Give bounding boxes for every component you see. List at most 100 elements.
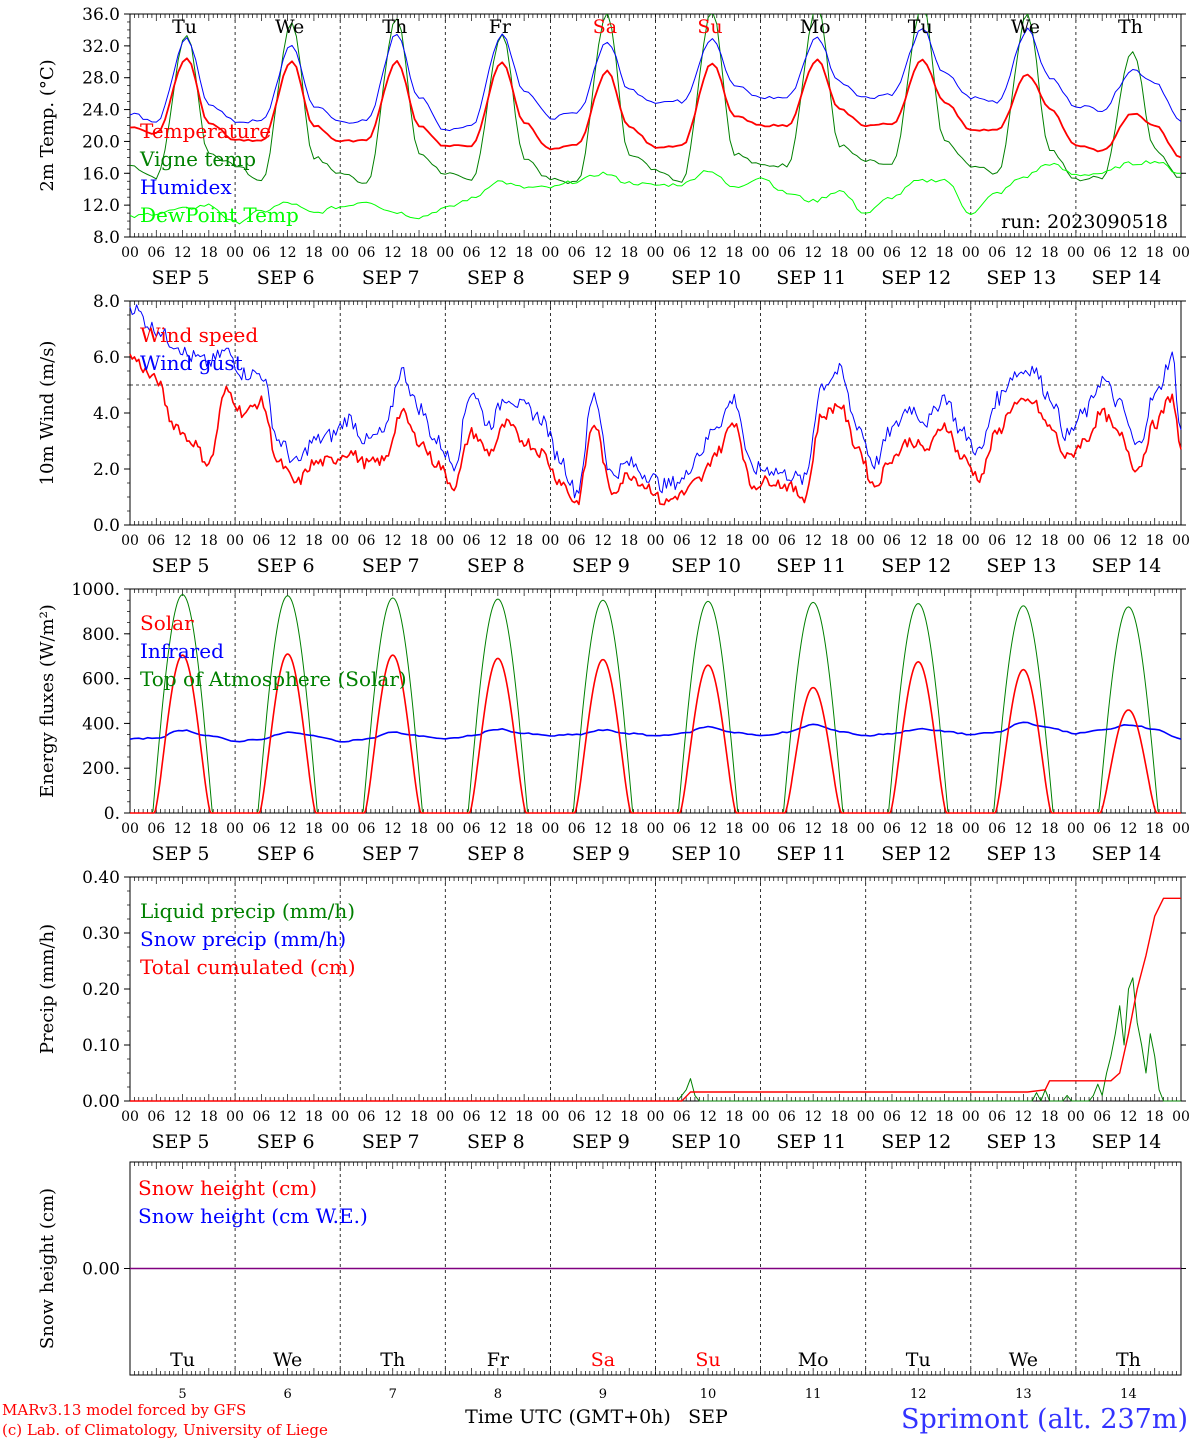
- hour-label: 12: [909, 245, 927, 261]
- hour-label: 00: [647, 821, 665, 837]
- day-name: We: [275, 16, 304, 38]
- hour-label: 06: [1093, 533, 1111, 549]
- day-name: Tu: [908, 16, 933, 38]
- legend: Wind speed Wind gust: [140, 323, 258, 375]
- hour-label: 18: [936, 1109, 954, 1125]
- hour-label: 00: [541, 245, 559, 261]
- y-axis-title: 2m Temp. (°C): [37, 59, 58, 191]
- hour-label: 06: [568, 245, 586, 261]
- hour-label: 00: [331, 533, 349, 549]
- date-label: SEP 13: [986, 555, 1056, 577]
- hour-label: 06: [252, 821, 270, 837]
- date-label: SEP 14: [1092, 1131, 1162, 1153]
- date-label: SEP 5: [152, 267, 210, 289]
- hour-label: 06: [883, 533, 901, 549]
- hour-label: 00: [647, 533, 665, 549]
- hour-label: 06: [988, 821, 1006, 837]
- footer: Time UTC (GMT+0h) SEP MARv3.13 model for…: [2, 1401, 1188, 1439]
- hour-label: 00: [1067, 533, 1085, 549]
- hour-label: 06: [1093, 1109, 1111, 1125]
- hour-label: 18: [620, 821, 638, 837]
- date-label: SEP 9: [572, 1131, 630, 1153]
- hour-label: 18: [305, 1109, 323, 1125]
- date-label: SEP 6: [257, 267, 315, 289]
- series-line: [130, 57, 1181, 159]
- hour-label: 12: [1014, 245, 1032, 261]
- hour-label: 18: [200, 821, 218, 837]
- hour-label: 18: [305, 245, 323, 261]
- hour-label: 12: [594, 245, 612, 261]
- y-tick-label: 0.00: [82, 1092, 120, 1112]
- day-name: Th: [1118, 16, 1143, 38]
- hour-label: 06: [673, 245, 691, 261]
- day-number: 6: [284, 1387, 292, 1402]
- hour-label: 06: [147, 533, 165, 549]
- hour-label: 12: [909, 533, 927, 549]
- bottom-axis-month: SEP: [688, 1406, 728, 1428]
- hour-label: 00: [962, 245, 980, 261]
- day-name: Fr: [487, 1349, 510, 1371]
- hour-label: 00: [857, 245, 875, 261]
- hour-label: 06: [463, 533, 481, 549]
- day-name: We: [1009, 1349, 1038, 1371]
- hour-label: 18: [831, 533, 849, 549]
- series-line: [129, 353, 1182, 506]
- hour-label: 12: [489, 245, 507, 261]
- y-tick-label: 16.0: [82, 164, 120, 184]
- hour-label: 06: [883, 821, 901, 837]
- hour-label: 00: [436, 533, 454, 549]
- legend: Temperature Vigne temp Humidex DewPoint Tem…: [139, 119, 299, 227]
- day-name: Fr: [489, 16, 512, 38]
- date-label: SEP 14: [1092, 843, 1162, 865]
- y-tick-label: 24.0: [82, 101, 120, 121]
- hour-label: 06: [252, 245, 270, 261]
- hour-label: 00: [436, 1109, 454, 1125]
- date-label: SEP 6: [257, 1131, 315, 1153]
- hour-label: 00: [1172, 245, 1190, 261]
- y-tick-label: 0.: [104, 804, 120, 824]
- hour-label: 18: [410, 533, 428, 549]
- date-label: SEP 10: [671, 843, 741, 865]
- hour-label: 00: [647, 1109, 665, 1125]
- date-label: SEP 11: [776, 267, 846, 289]
- hour-label: 18: [305, 533, 323, 549]
- hour-label: 00: [857, 1109, 875, 1125]
- y-tick-label: 0.10: [82, 1036, 120, 1056]
- x-axis-labels: 00 06 12 18 SEP 5 00 06 12 18 SEP 6 00 06 12 18 SEP 7 0…: [121, 245, 1190, 289]
- hour-label: 12: [804, 1109, 822, 1125]
- y-axis-title: Snow height (cm): [37, 1188, 58, 1349]
- y-tick-label: 28.0: [82, 69, 120, 89]
- date-label: SEP 5: [152, 555, 210, 577]
- y-tick-label: 2.0: [93, 460, 120, 480]
- x-ticks: [129, 1162, 1182, 1375]
- hour-label: 06: [778, 245, 796, 261]
- x-axis-labels: 00 06 12 18 SEP 5 00 06 12 18 SEP 6 00 06 12 18 SEP 7 0…: [121, 821, 1190, 865]
- y-tick-label: 20.0: [82, 132, 120, 152]
- bottom-axis-label: Time UTC (GMT+0h): [465, 1406, 671, 1428]
- date-label: SEP 13: [986, 1131, 1056, 1153]
- hour-label: 12: [699, 1109, 717, 1125]
- hour-label: 00: [436, 245, 454, 261]
- panels: 8.0 12.0 16.0 20.0 24.0 28.0 32.0 36.0 2m Temp. …: [37, 5, 1190, 1402]
- date-label: SEP 14: [1092, 267, 1162, 289]
- legend-entry: DewPoint Temp: [140, 203, 299, 227]
- hour-label: 18: [200, 1109, 218, 1125]
- date-label: SEP 12: [881, 267, 951, 289]
- hour-label: 06: [883, 1109, 901, 1125]
- day-name: Mo: [798, 1349, 829, 1371]
- hour-label: 00: [1067, 245, 1085, 261]
- panel-2: 0.0 2.0 4.0 6.0 8.0 10m Wind (m/s) 00 06 12 18 SEP…: [37, 292, 1190, 577]
- hour-label: 12: [489, 533, 507, 549]
- day-number: 14: [1120, 1387, 1137, 1402]
- hour-label: 12: [699, 821, 717, 837]
- y-tick-label: 800.: [82, 625, 120, 645]
- hour-label: 00: [1067, 821, 1085, 837]
- hour-label: 12: [909, 821, 927, 837]
- hour-label: 06: [568, 821, 586, 837]
- date-label: SEP 12: [881, 1131, 951, 1153]
- hour-label: 18: [620, 1109, 638, 1125]
- date-label: SEP 13: [986, 267, 1056, 289]
- hour-label: 12: [1120, 821, 1138, 837]
- date-label: SEP 6: [257, 843, 315, 865]
- hour-label: 06: [358, 245, 376, 261]
